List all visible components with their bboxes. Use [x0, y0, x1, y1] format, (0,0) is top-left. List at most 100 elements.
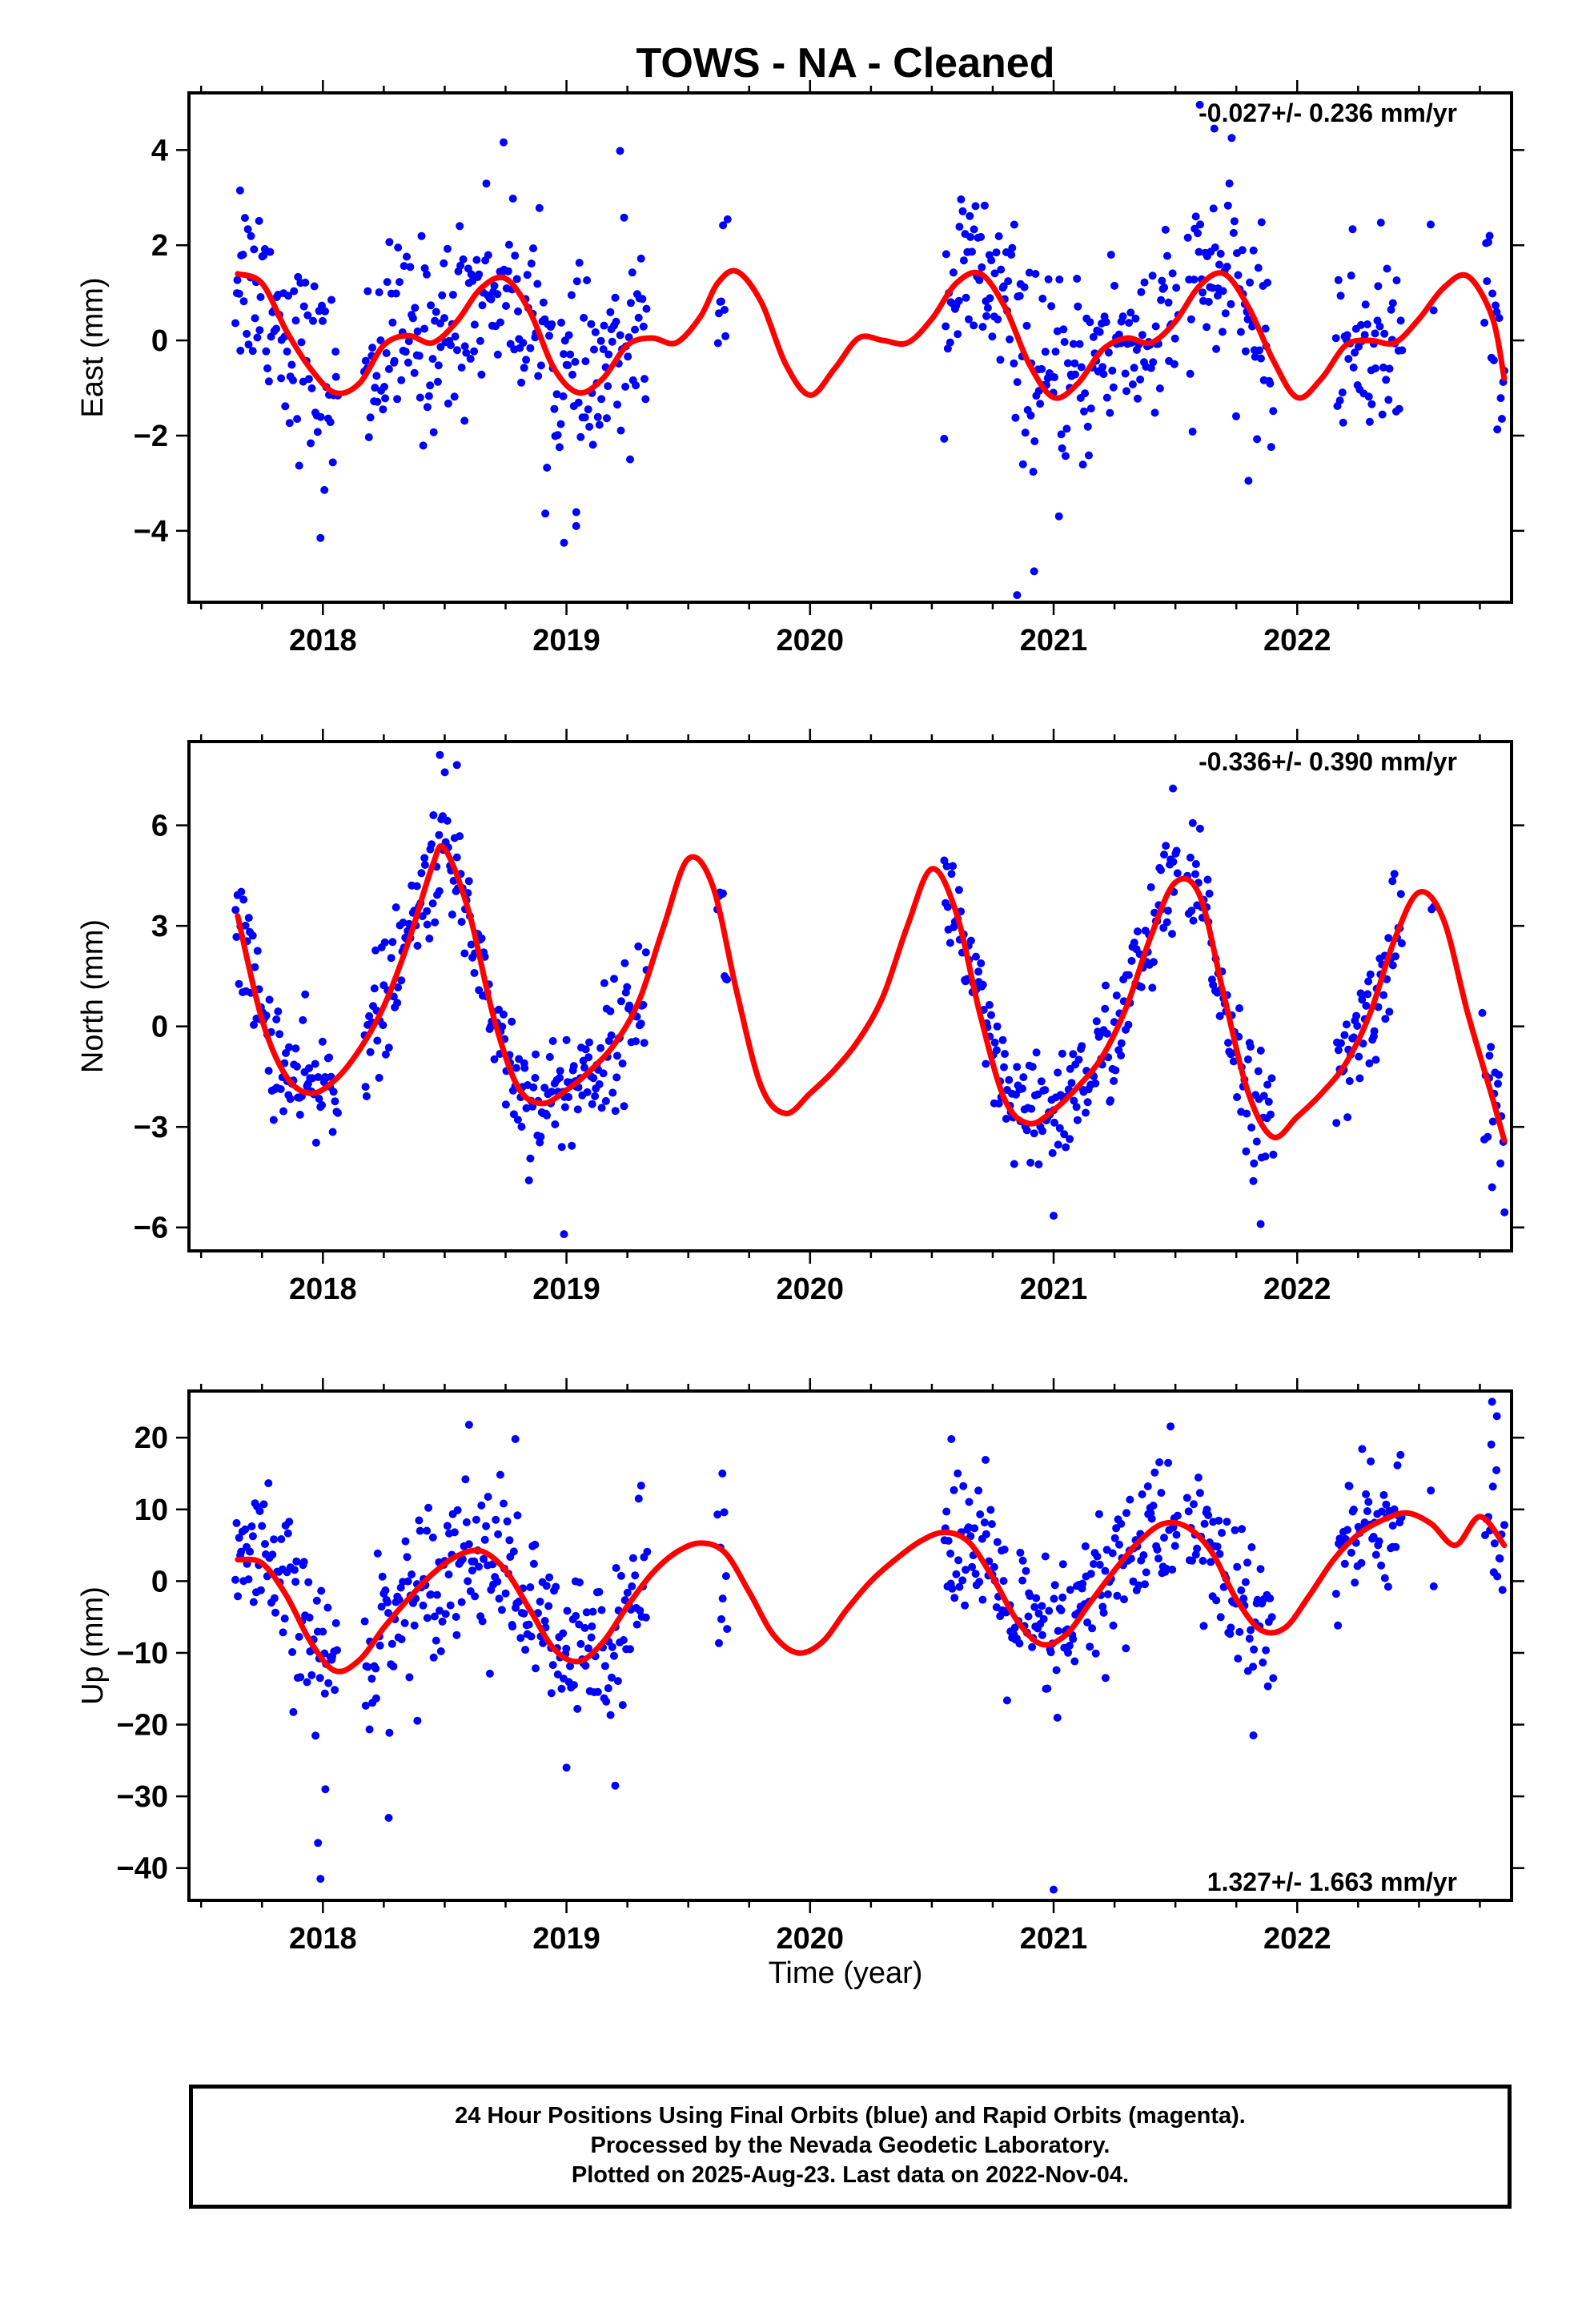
data-point — [440, 314, 448, 323]
data-point — [1091, 1079, 1100, 1088]
data-point — [1184, 1507, 1193, 1516]
data-point — [998, 1035, 1007, 1044]
data-point — [602, 414, 611, 423]
data-point — [1060, 1130, 1069, 1139]
data-point — [313, 428, 322, 436]
data-point — [1034, 1160, 1043, 1168]
data-point — [1054, 1068, 1062, 1077]
data-point — [1058, 1593, 1067, 1602]
data-point — [1148, 271, 1157, 280]
data-point — [472, 255, 481, 264]
data-point — [1194, 229, 1202, 238]
fit-curve-up — [235, 1510, 1508, 1675]
data-point — [957, 195, 966, 203]
data-point — [1365, 417, 1374, 426]
data-point — [1157, 866, 1165, 875]
data-point — [231, 906, 240, 915]
data-point — [997, 265, 1006, 274]
data-point — [371, 1694, 380, 1703]
data-point — [1115, 1540, 1123, 1549]
data-point — [505, 1536, 514, 1545]
data-point — [597, 1606, 606, 1614]
data-point — [582, 1608, 591, 1617]
data-point — [950, 1594, 959, 1602]
data-point — [361, 1701, 370, 1710]
x-tick-label: 2020 — [777, 1273, 845, 1306]
data-point — [443, 816, 452, 825]
data-point — [641, 1613, 650, 1622]
data-point — [972, 952, 980, 961]
rate-label-east: -0.027+/- 0.236 mm/yr — [1199, 99, 1457, 127]
data-point — [970, 321, 978, 330]
data-point — [1493, 425, 1502, 434]
data-point — [290, 1566, 299, 1574]
data-point — [403, 252, 411, 261]
data-point — [1130, 364, 1138, 372]
x-tick-label: 2019 — [532, 1922, 600, 1956]
data-point — [1143, 1482, 1152, 1490]
data-point — [432, 308, 440, 316]
data-point — [1375, 322, 1384, 331]
data-point — [291, 316, 300, 325]
data-point — [1395, 404, 1403, 413]
data-point — [321, 1785, 330, 1794]
data-point — [1189, 916, 1198, 925]
data-point — [959, 256, 968, 265]
data-point — [604, 1684, 612, 1693]
data-point — [1168, 269, 1177, 278]
data-point — [990, 1038, 999, 1047]
data-point — [1427, 1486, 1435, 1495]
data-point — [1267, 1110, 1275, 1119]
data-point — [290, 287, 299, 296]
data-point — [1496, 1554, 1504, 1563]
data-point — [596, 1043, 605, 1052]
data-point — [947, 1435, 956, 1443]
data-point — [1376, 219, 1385, 227]
data-point — [1005, 1076, 1014, 1084]
data-point — [974, 967, 983, 976]
data-point — [550, 404, 559, 413]
data-point — [461, 1475, 470, 1484]
data-point — [1158, 276, 1166, 285]
data-point — [1384, 934, 1393, 943]
data-point — [239, 297, 248, 306]
data-point — [493, 1578, 502, 1586]
data-point — [1055, 1124, 1064, 1132]
data-point — [1256, 1220, 1265, 1228]
data-point — [606, 1711, 615, 1719]
data-point — [451, 332, 460, 341]
data-point — [965, 1498, 974, 1506]
data-point — [1396, 316, 1405, 325]
data-point — [1000, 1545, 1009, 1554]
data-point — [1227, 1623, 1235, 1632]
data-point — [241, 1525, 250, 1534]
data-point — [1059, 325, 1068, 334]
data-point — [719, 221, 728, 230]
data-point — [975, 1578, 984, 1586]
data-point — [1047, 302, 1056, 311]
data-point — [471, 1592, 480, 1601]
data-point — [1247, 1543, 1256, 1551]
data-point — [1083, 1098, 1092, 1107]
data-point — [1255, 346, 1263, 355]
data-point — [569, 1681, 578, 1690]
data-point — [1332, 1119, 1341, 1128]
data-point — [562, 1763, 571, 1772]
data-point — [305, 1063, 313, 1072]
data-point — [283, 348, 291, 356]
data-point — [531, 1540, 540, 1549]
data-point — [1247, 1043, 1255, 1051]
data-point — [524, 1176, 533, 1184]
data-point — [587, 320, 596, 328]
data-point — [966, 936, 975, 945]
panel-up: 2018 2019 2020 2021 2022 −40 −30 −20 −10 0 10 20 Up … — [76, 1378, 1524, 1956]
data-point — [588, 440, 597, 449]
data-point — [1016, 1548, 1025, 1557]
data-point — [1028, 1063, 1037, 1072]
data-point — [1369, 1533, 1378, 1541]
data-point — [231, 1575, 239, 1584]
data-point — [1249, 1176, 1258, 1185]
data-point — [365, 1725, 374, 1734]
data-point — [243, 329, 251, 338]
